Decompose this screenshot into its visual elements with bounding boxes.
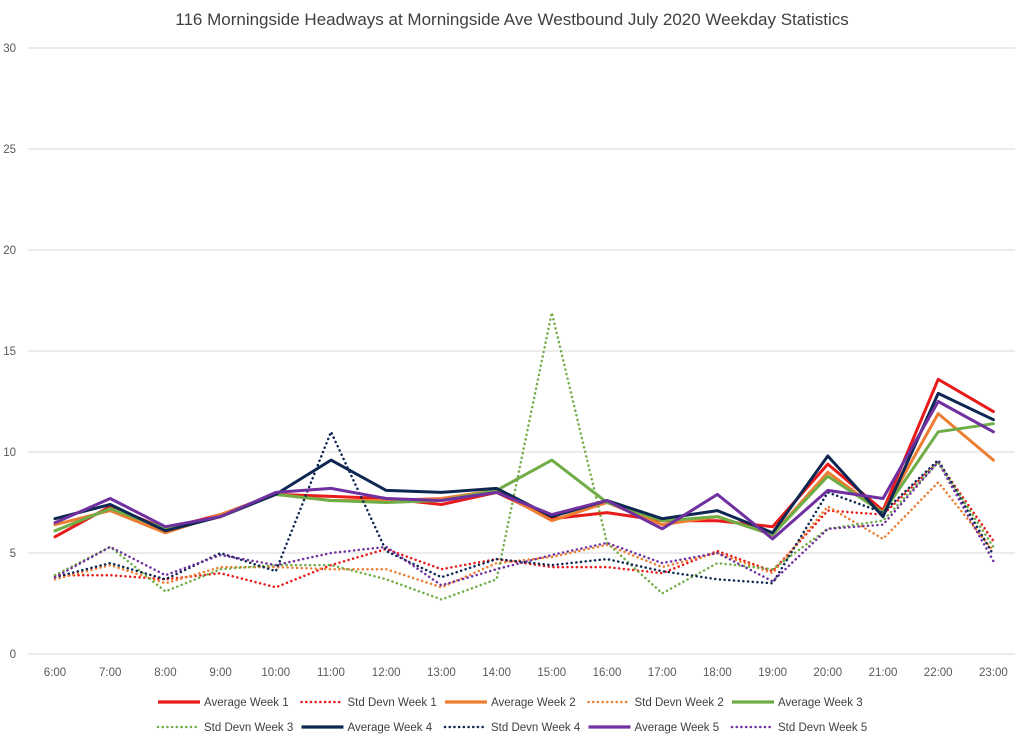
x-tick-label: 15:00 [537,667,566,679]
x-tick-label: 18:00 [703,667,732,679]
legend-item: Std Devn Week 5 [730,722,867,734]
legend-label: Std Devn Week 3 [204,722,293,734]
x-tick-label: 23:00 [979,667,1008,679]
legend-item: Std Devn Week 2 [587,697,724,709]
legend-label: Std Devn Week 4 [491,722,581,734]
legend-item: Average Week 3 [732,697,863,709]
x-tick-label: 13:00 [427,667,456,679]
legend-item: Std Devn Week 3 [156,722,293,734]
legend-label: Average Week 5 [635,722,720,734]
legend-item: Std Devn Week 4 [443,722,581,734]
legend-label: Std Devn Week 1 [348,697,437,709]
legend-item: Average Week 1 [158,697,289,709]
y-axis-ticks: 0 5 10 15 20 25 30 [3,43,16,661]
y-tick-label: 15 [3,346,16,358]
series-line-std-devn-week-3 [53,311,995,601]
series-line-average-week-5 [53,400,995,541]
x-tick-label: 9:00 [209,667,231,679]
x-tick-label: 16:00 [593,667,622,679]
x-tick-label: 17:00 [648,667,677,679]
legend-item: Std Devn Week 1 [300,697,437,709]
x-tick-label: 11:00 [317,667,345,679]
series-line-average-week-3 [53,422,995,537]
x-tick-label: 12:00 [372,667,401,679]
y-tick-label: 5 [10,548,16,560]
legend-label: Average Week 4 [348,722,433,734]
legend-item: Average Week 4 [301,722,433,734]
legend-item: Average Week 2 [445,697,576,709]
x-tick-label: 21:00 [869,667,898,679]
y-tick-label: 25 [3,144,16,156]
gridlines [28,47,1015,655]
x-tick-label: 20:00 [813,667,842,679]
series-lines [53,311,995,601]
y-tick-label: 10 [3,447,16,459]
y-tick-label: 0 [10,649,16,661]
x-tick-label: 10:00 [261,667,290,679]
chart-title: 116 Morningside Headways at Morningside … [175,10,848,29]
series-line-std-devn-week-2 [53,481,995,589]
y-tick-label: 20 [3,245,16,257]
x-tick-label: 8:00 [154,667,176,679]
x-tick-label: 6:00 [44,667,66,679]
y-tick-label: 30 [3,43,16,55]
x-tick-label: 14:00 [482,667,511,679]
x-tick-label: 7:00 [99,667,121,679]
x-tick-label: 19:00 [758,667,787,679]
legend-item: Average Week 5 [588,722,720,734]
legend-label: Average Week 3 [778,697,863,709]
legend-label: Average Week 1 [204,697,289,709]
legend-label: Std Devn Week 5 [778,722,867,734]
legend: Average Week 1 Std Devn Week 1 Average Wee… [156,697,867,734]
x-tick-label: 22:00 [924,667,953,679]
x-axis-ticks: 6:00 7:00 8:00 9:00 10:00 11:00 12:00 13:00 14:0… [44,667,1008,679]
legend-label: Average Week 2 [491,697,576,709]
series-line-std-devn-week-5 [53,460,995,587]
legend-label: Std Devn Week 2 [635,697,724,709]
